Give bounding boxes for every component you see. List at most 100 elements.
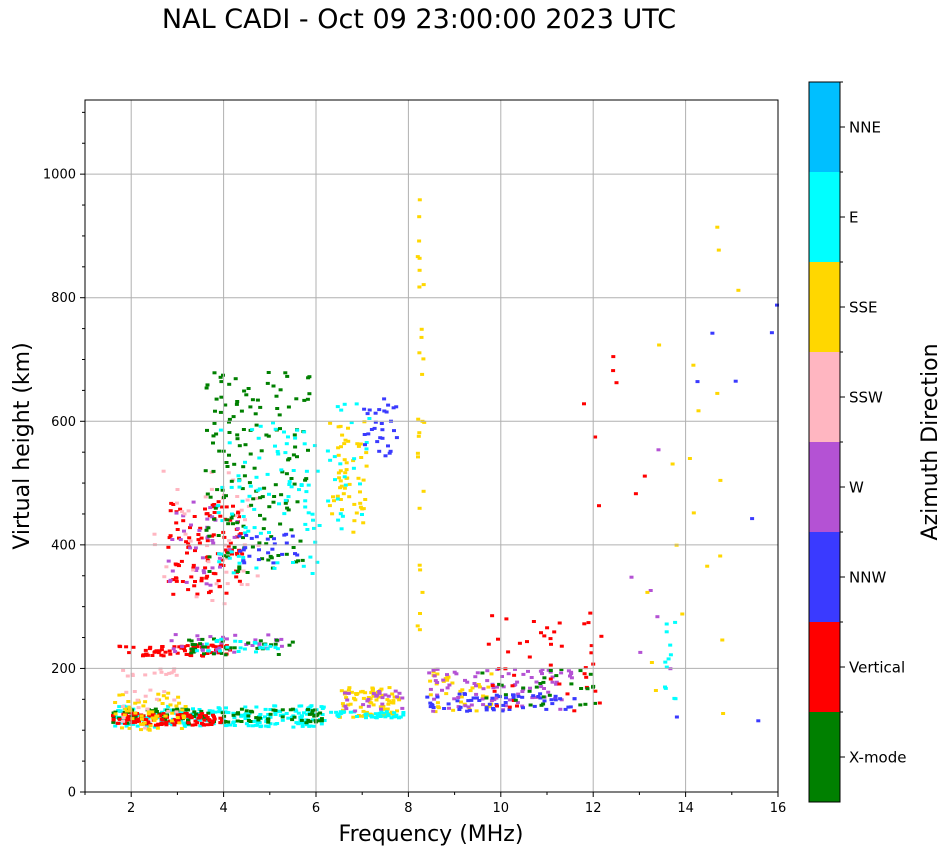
echo-point xyxy=(188,539,193,543)
echo-point xyxy=(247,711,252,715)
echo-point xyxy=(316,719,321,723)
echo-point xyxy=(202,645,207,649)
echo-point xyxy=(272,704,277,708)
echo-point xyxy=(756,719,761,723)
echo-point xyxy=(373,712,378,716)
echo-point xyxy=(304,721,309,725)
echo-point xyxy=(441,678,446,682)
echo-point xyxy=(442,707,447,710)
echo-point xyxy=(481,687,486,691)
echo-point xyxy=(377,449,382,453)
echo-point xyxy=(218,649,222,653)
echo-point xyxy=(184,540,189,544)
echo-point xyxy=(236,511,240,515)
echo-point xyxy=(335,497,340,501)
echo-point xyxy=(217,584,222,588)
echo-point xyxy=(478,685,482,689)
echo-point xyxy=(204,582,209,586)
echo-point xyxy=(336,446,341,450)
echo-point xyxy=(199,536,204,540)
echo-point xyxy=(521,706,525,710)
echo-point xyxy=(458,705,463,709)
echo-point xyxy=(356,444,361,448)
echo-point xyxy=(258,713,263,716)
echo-point xyxy=(173,633,178,637)
echo-point xyxy=(504,704,508,708)
echo-point xyxy=(306,511,311,515)
echo-point xyxy=(248,484,253,488)
echo-point xyxy=(199,709,204,713)
echo-point xyxy=(338,710,343,714)
echo-point xyxy=(290,640,295,644)
echo-point xyxy=(219,505,224,509)
echo-point xyxy=(233,377,238,381)
echo-point xyxy=(217,707,222,711)
echo-point xyxy=(224,637,229,641)
echo-point xyxy=(387,686,392,690)
echo-point xyxy=(166,709,171,713)
echo-point xyxy=(113,724,118,728)
echo-point xyxy=(290,707,295,711)
echo-point xyxy=(204,386,209,390)
echo-point xyxy=(266,558,271,562)
echo-point xyxy=(160,645,165,649)
echo-point xyxy=(582,622,587,626)
echo-point xyxy=(224,494,228,498)
echo-point xyxy=(565,692,570,696)
echo-point xyxy=(254,705,259,709)
echo-point xyxy=(421,283,426,287)
echo-point xyxy=(212,371,217,375)
echo-point xyxy=(147,727,152,731)
echo-point xyxy=(180,510,185,514)
echo-point xyxy=(266,725,271,729)
echo-point xyxy=(319,722,324,726)
echo-point xyxy=(218,565,222,569)
echo-point xyxy=(480,697,485,701)
echo-point xyxy=(255,574,260,578)
echo-point xyxy=(258,496,263,500)
echo-point xyxy=(186,509,191,513)
echo-point xyxy=(168,578,173,582)
echo-point xyxy=(210,505,215,509)
echo-point xyxy=(239,720,244,723)
echo-point xyxy=(599,634,604,638)
echo-point xyxy=(338,498,343,501)
echo-point xyxy=(302,442,307,446)
echo-point xyxy=(489,672,494,676)
echo-point xyxy=(664,665,669,669)
echo-point xyxy=(220,488,225,492)
echo-point xyxy=(252,526,257,530)
echo-point xyxy=(254,716,259,720)
echo-point xyxy=(377,408,382,412)
echo-point xyxy=(470,686,475,690)
echo-point xyxy=(390,692,395,696)
echo-point xyxy=(392,711,397,715)
echo-point xyxy=(220,639,225,643)
echo-point xyxy=(249,536,254,540)
echo-point xyxy=(496,637,500,641)
echo-point xyxy=(277,413,282,417)
echo-point xyxy=(188,715,193,719)
echo-point xyxy=(143,673,148,677)
echo-point xyxy=(392,429,396,433)
echo-point xyxy=(126,700,131,703)
echo-point xyxy=(254,423,259,427)
echo-point xyxy=(152,714,157,718)
echo-point xyxy=(206,560,211,564)
echo-point xyxy=(208,583,213,587)
echo-point xyxy=(341,710,346,714)
echo-point xyxy=(251,720,256,723)
echo-point xyxy=(211,713,215,717)
echo-point xyxy=(520,690,525,693)
echo-point xyxy=(287,457,292,461)
echo-point xyxy=(243,717,248,720)
echo-point xyxy=(257,548,261,552)
echo-point xyxy=(329,710,334,714)
echo-point xyxy=(358,482,362,486)
echo-point xyxy=(287,483,292,486)
echo-point xyxy=(208,506,213,510)
echo-point xyxy=(494,696,499,700)
y-tick-label: 800 xyxy=(51,291,76,306)
echo-point xyxy=(258,716,262,720)
echo-point xyxy=(227,417,232,421)
